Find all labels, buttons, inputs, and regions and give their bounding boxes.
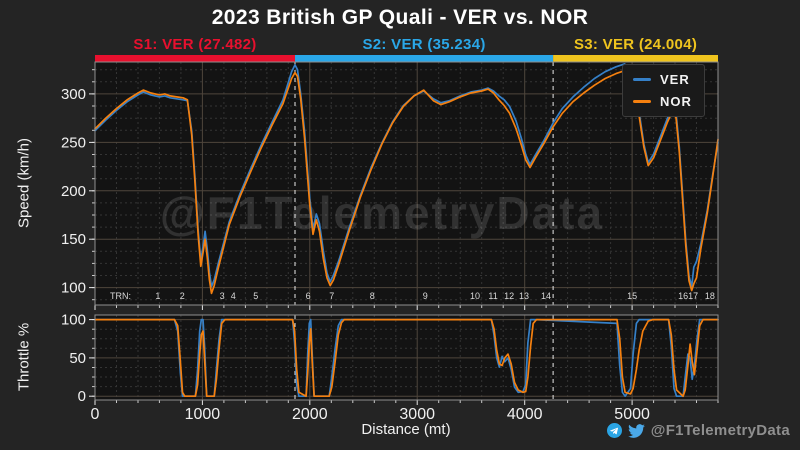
y-tick-label: 0 [78,388,86,405]
legend-label-nor: NOR [660,94,692,109]
y-tick-label: 150 [61,231,86,248]
turn-label-5: 5 [253,291,258,301]
sector-bar-3 [553,55,718,62]
sector-1-label: S1: VER (27.482) [133,36,257,53]
x-tick-label: 1000 [185,406,221,423]
x-tick-label: 5000 [614,406,650,423]
chart-title: 2023 British GP Quali - VER vs. NOR [211,6,589,29]
turn-label-2: 2 [180,291,185,301]
legend: VER NOR [622,64,705,117]
turn-label-14: 14 [541,291,551,301]
legend-item-ver: VER [633,72,692,87]
turn-label-7: 7 [329,291,334,301]
turn-row-prefix: TRN: [110,291,131,301]
x-tick-label: 4000 [507,406,543,423]
sector-2-label: S2: VER (35.234) [362,36,486,53]
speed-axis-label: Speed (km/h) [15,137,33,229]
throttle-axis-label: Throttle % [15,322,33,392]
distance-axis-label: Distance (mt) [361,421,451,438]
footer-credit: @F1TelemetryData [606,422,790,439]
nor-line-swatch [633,100,651,103]
y-tick-label: 50 [69,350,86,367]
turn-label-6: 6 [306,291,311,301]
ver-line-swatch [633,78,651,81]
turn-label-9: 9 [423,291,428,301]
turn-label-10: 10 [470,291,480,301]
turn-label-12: 12 [504,291,514,301]
turn-label-3: 3 [220,291,225,301]
series-nor [94,69,719,295]
x-tick-label: 0 [91,406,100,423]
sector-bar-2 [295,55,554,62]
y-tick-label: 300 [61,86,86,103]
x-tick-label: 2000 [292,406,328,423]
series-nor [94,318,719,398]
turn-label-11: 11 [488,291,497,301]
legend-label-ver: VER [660,72,690,87]
turn-label-8: 8 [370,291,375,301]
turn-label-16: 16 [678,291,688,301]
turn-label-15: 15 [627,291,637,301]
turn-label-4: 4 [231,291,236,301]
social-handle: @F1TelemetryData [650,422,790,439]
turn-label-18: 18 [705,291,715,301]
turn-label-13: 13 [519,291,529,301]
telegram-icon [606,423,622,438]
y-tick-label: 100 [61,280,86,297]
twitter-icon [627,423,645,438]
turn-label-17: 17 [688,291,698,301]
y-tick-label: 100 [61,312,86,329]
y-tick-label: 250 [61,134,86,151]
sector-bar-1 [95,55,295,62]
legend-item-nor: NOR [633,94,692,109]
x-tick-label: 3000 [399,406,435,423]
y-tick-label: 200 [61,183,86,200]
turn-label-1: 1 [155,291,160,301]
sector-3-label: S3: VER (24.004) [573,36,698,53]
